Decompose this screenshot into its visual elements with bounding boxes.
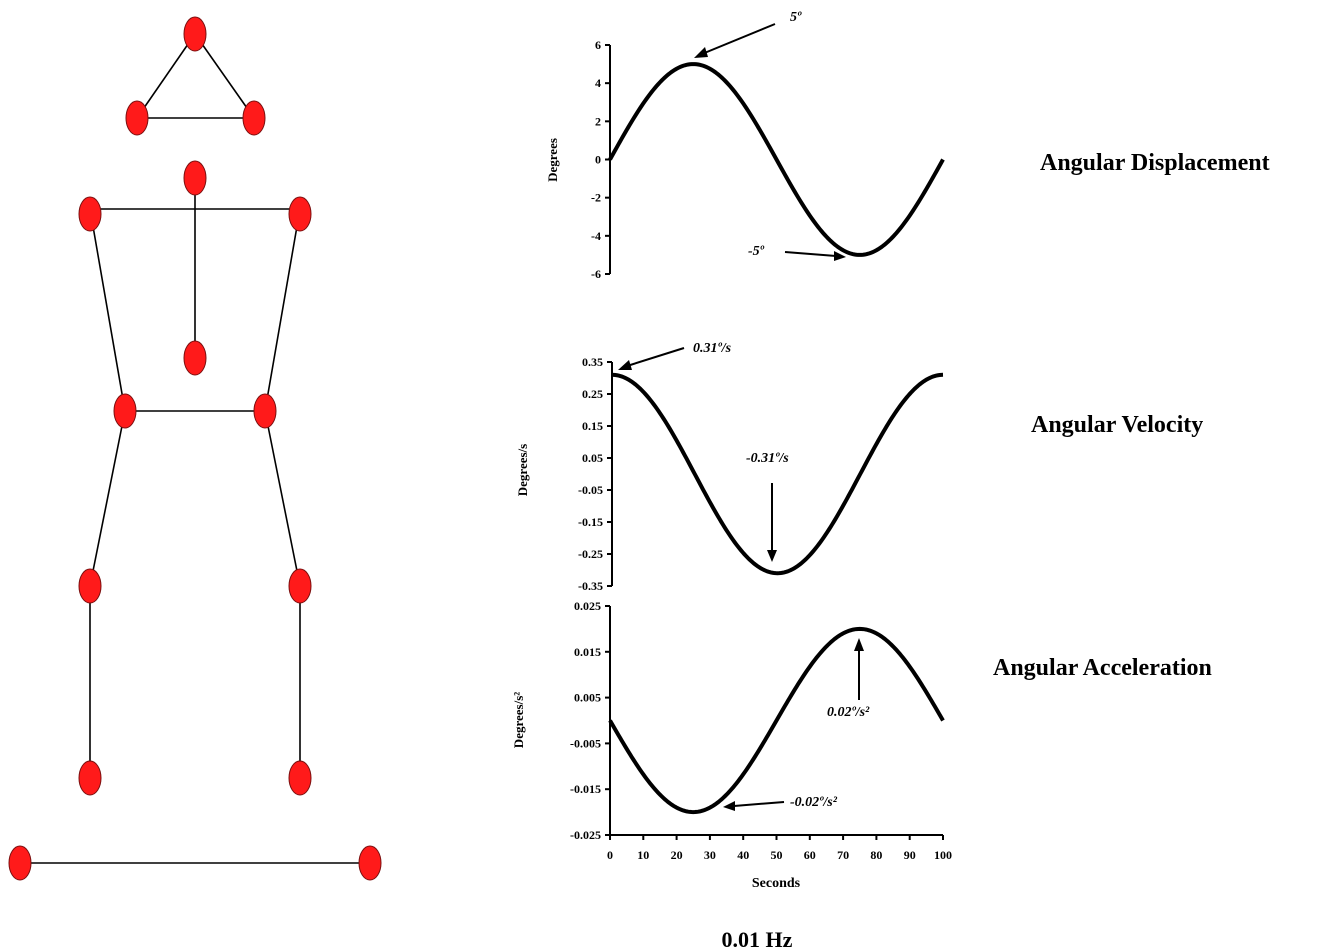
marker-head-right — [242, 100, 266, 136]
acceleration-y-ticks: 0.025 0.015 0.005 -0.005 -0.015 -0.025 — [570, 599, 610, 842]
displacement-y-ticks: 6 4 2 0 -2 -4 -6 — [591, 38, 610, 281]
velocity-peak-annotation: 0.31º/s — [618, 341, 732, 370]
displacement-y-tick-label: 0 — [595, 153, 601, 167]
marker-r-hip — [253, 393, 277, 429]
velocity-y-label: Degrees/s — [515, 444, 530, 496]
marker-head-top — [183, 16, 207, 52]
acceleration-y-tick-label: 0.005 — [574, 691, 601, 705]
velocity-y-tick-label: 0.35 — [582, 355, 603, 369]
acceleration-curve — [608, 626, 945, 815]
velocity-y-tick-label: 0.05 — [582, 451, 603, 465]
frequency-caption: 0.01 Hz — [722, 927, 793, 952]
marker-l-knee — [78, 568, 102, 604]
displacement-peak-label: 5º — [790, 10, 802, 25]
marker-r-platform — [358, 845, 382, 881]
displacement-trough-label: -5º — [748, 244, 765, 259]
displacement-y-tick-label: -2 — [591, 191, 601, 205]
acceleration-x-tick-label: 60 — [804, 848, 816, 862]
skeleton-bones — [20, 33, 370, 864]
marker-l-hip — [113, 393, 137, 429]
displacement-chart: 6 4 2 0 -2 -4 -6 Degrees 5º -5º — [545, 10, 945, 281]
marker-r-ankle — [288, 760, 312, 796]
velocity-y-ticks: 0.35 0.25 0.15 0.05 -0.05 -0.15 -0.25 -0.35 — [578, 355, 612, 593]
acceleration-y-tick-label: 0.025 — [574, 599, 601, 613]
acceleration-trough-label: -0.02º/s² — [790, 795, 838, 810]
acceleration-x-ticks: 0 10 20 30 40 50 60 70 80 90 100 — [607, 835, 952, 862]
velocity-y-tick-label: 0.25 — [582, 387, 603, 401]
displacement-y-tick-label: 2 — [595, 114, 601, 128]
velocity-trough-label: -0.31º/s — [746, 451, 789, 466]
acceleration-y-tick-label: -0.015 — [570, 782, 601, 796]
acceleration-title: Angular Acceleration — [993, 655, 1212, 681]
marker-l-ankle — [78, 760, 102, 796]
marker-l-platform — [8, 845, 32, 881]
displacement-peak-annotation: 5º — [694, 10, 802, 58]
displacement-y-tick-label: 6 — [595, 38, 601, 52]
acceleration-x-tick-label: 70 — [837, 848, 849, 862]
acceleration-x-label: Seconds — [752, 876, 801, 891]
velocity-y-tick-label: -0.15 — [578, 515, 603, 529]
velocity-chart: 0.35 0.25 0.15 0.05 -0.05 -0.15 -0.25 -0.35 Deg… — [515, 341, 1203, 593]
acceleration-y-tick-label: 0.015 — [574, 645, 601, 659]
acceleration-chart: 0.025 0.015 0.005 -0.005 -0.015 -0.025 0 10 20 3… — [511, 599, 952, 891]
acceleration-x-tick-label: 20 — [671, 848, 683, 862]
acceleration-x-tick-label: 100 — [934, 848, 952, 862]
velocity-curve — [611, 372, 944, 576]
acceleration-y-label: Degrees/s² — [511, 692, 526, 748]
velocity-trough-annotation: -0.31º/s — [746, 451, 789, 562]
displacement-y-tick-label: 4 — [595, 76, 601, 90]
acceleration-peak-label: 0.02º/s² — [827, 705, 870, 720]
marker-head-left — [125, 100, 149, 136]
marker-l-shoulder — [78, 196, 102, 232]
velocity-title: Angular Velocity — [1031, 412, 1203, 438]
acceleration-x-tick-label: 80 — [870, 848, 882, 862]
marker-r-shoulder — [288, 196, 312, 232]
acceleration-x-tick-label: 10 — [637, 848, 649, 862]
acceleration-y-tick-label: -0.005 — [570, 736, 601, 750]
velocity-y-tick-label: -0.25 — [578, 547, 603, 561]
acceleration-x-tick-label: 50 — [771, 848, 783, 862]
acceleration-x-tick-label: 40 — [737, 848, 749, 862]
velocity-y-tick-label: -0.35 — [578, 579, 603, 593]
acceleration-x-tick-label: 90 — [904, 848, 916, 862]
marker-t10 — [183, 340, 207, 376]
acceleration-peak-annotation: 0.02º/s² — [827, 638, 870, 720]
skeleton-markers — [8, 16, 382, 881]
marker-skeleton — [8, 16, 382, 881]
marker-r-knee — [288, 568, 312, 604]
velocity-y-tick-label: -0.05 — [578, 483, 603, 497]
acceleration-y-tick-label: -0.025 — [570, 828, 601, 842]
displacement-y-label: Degrees — [545, 138, 560, 182]
velocity-peak-label: 0.31º/s — [693, 341, 732, 356]
acceleration-trough-annotation: -0.02º/s² — [723, 795, 838, 811]
velocity-y-tick-label: 0.15 — [582, 419, 603, 433]
marker-c7 — [183, 160, 207, 196]
displacement-y-tick-label: -4 — [591, 229, 601, 243]
displacement-y-tick-label: -6 — [591, 267, 601, 281]
displacement-trough-annotation: -5º — [748, 244, 846, 261]
acceleration-x-tick-label: 30 — [704, 848, 716, 862]
displacement-title: Angular Displacement — [1040, 150, 1270, 176]
acceleration-x-tick-label: 0 — [607, 848, 613, 862]
displacement-curve — [608, 62, 945, 257]
